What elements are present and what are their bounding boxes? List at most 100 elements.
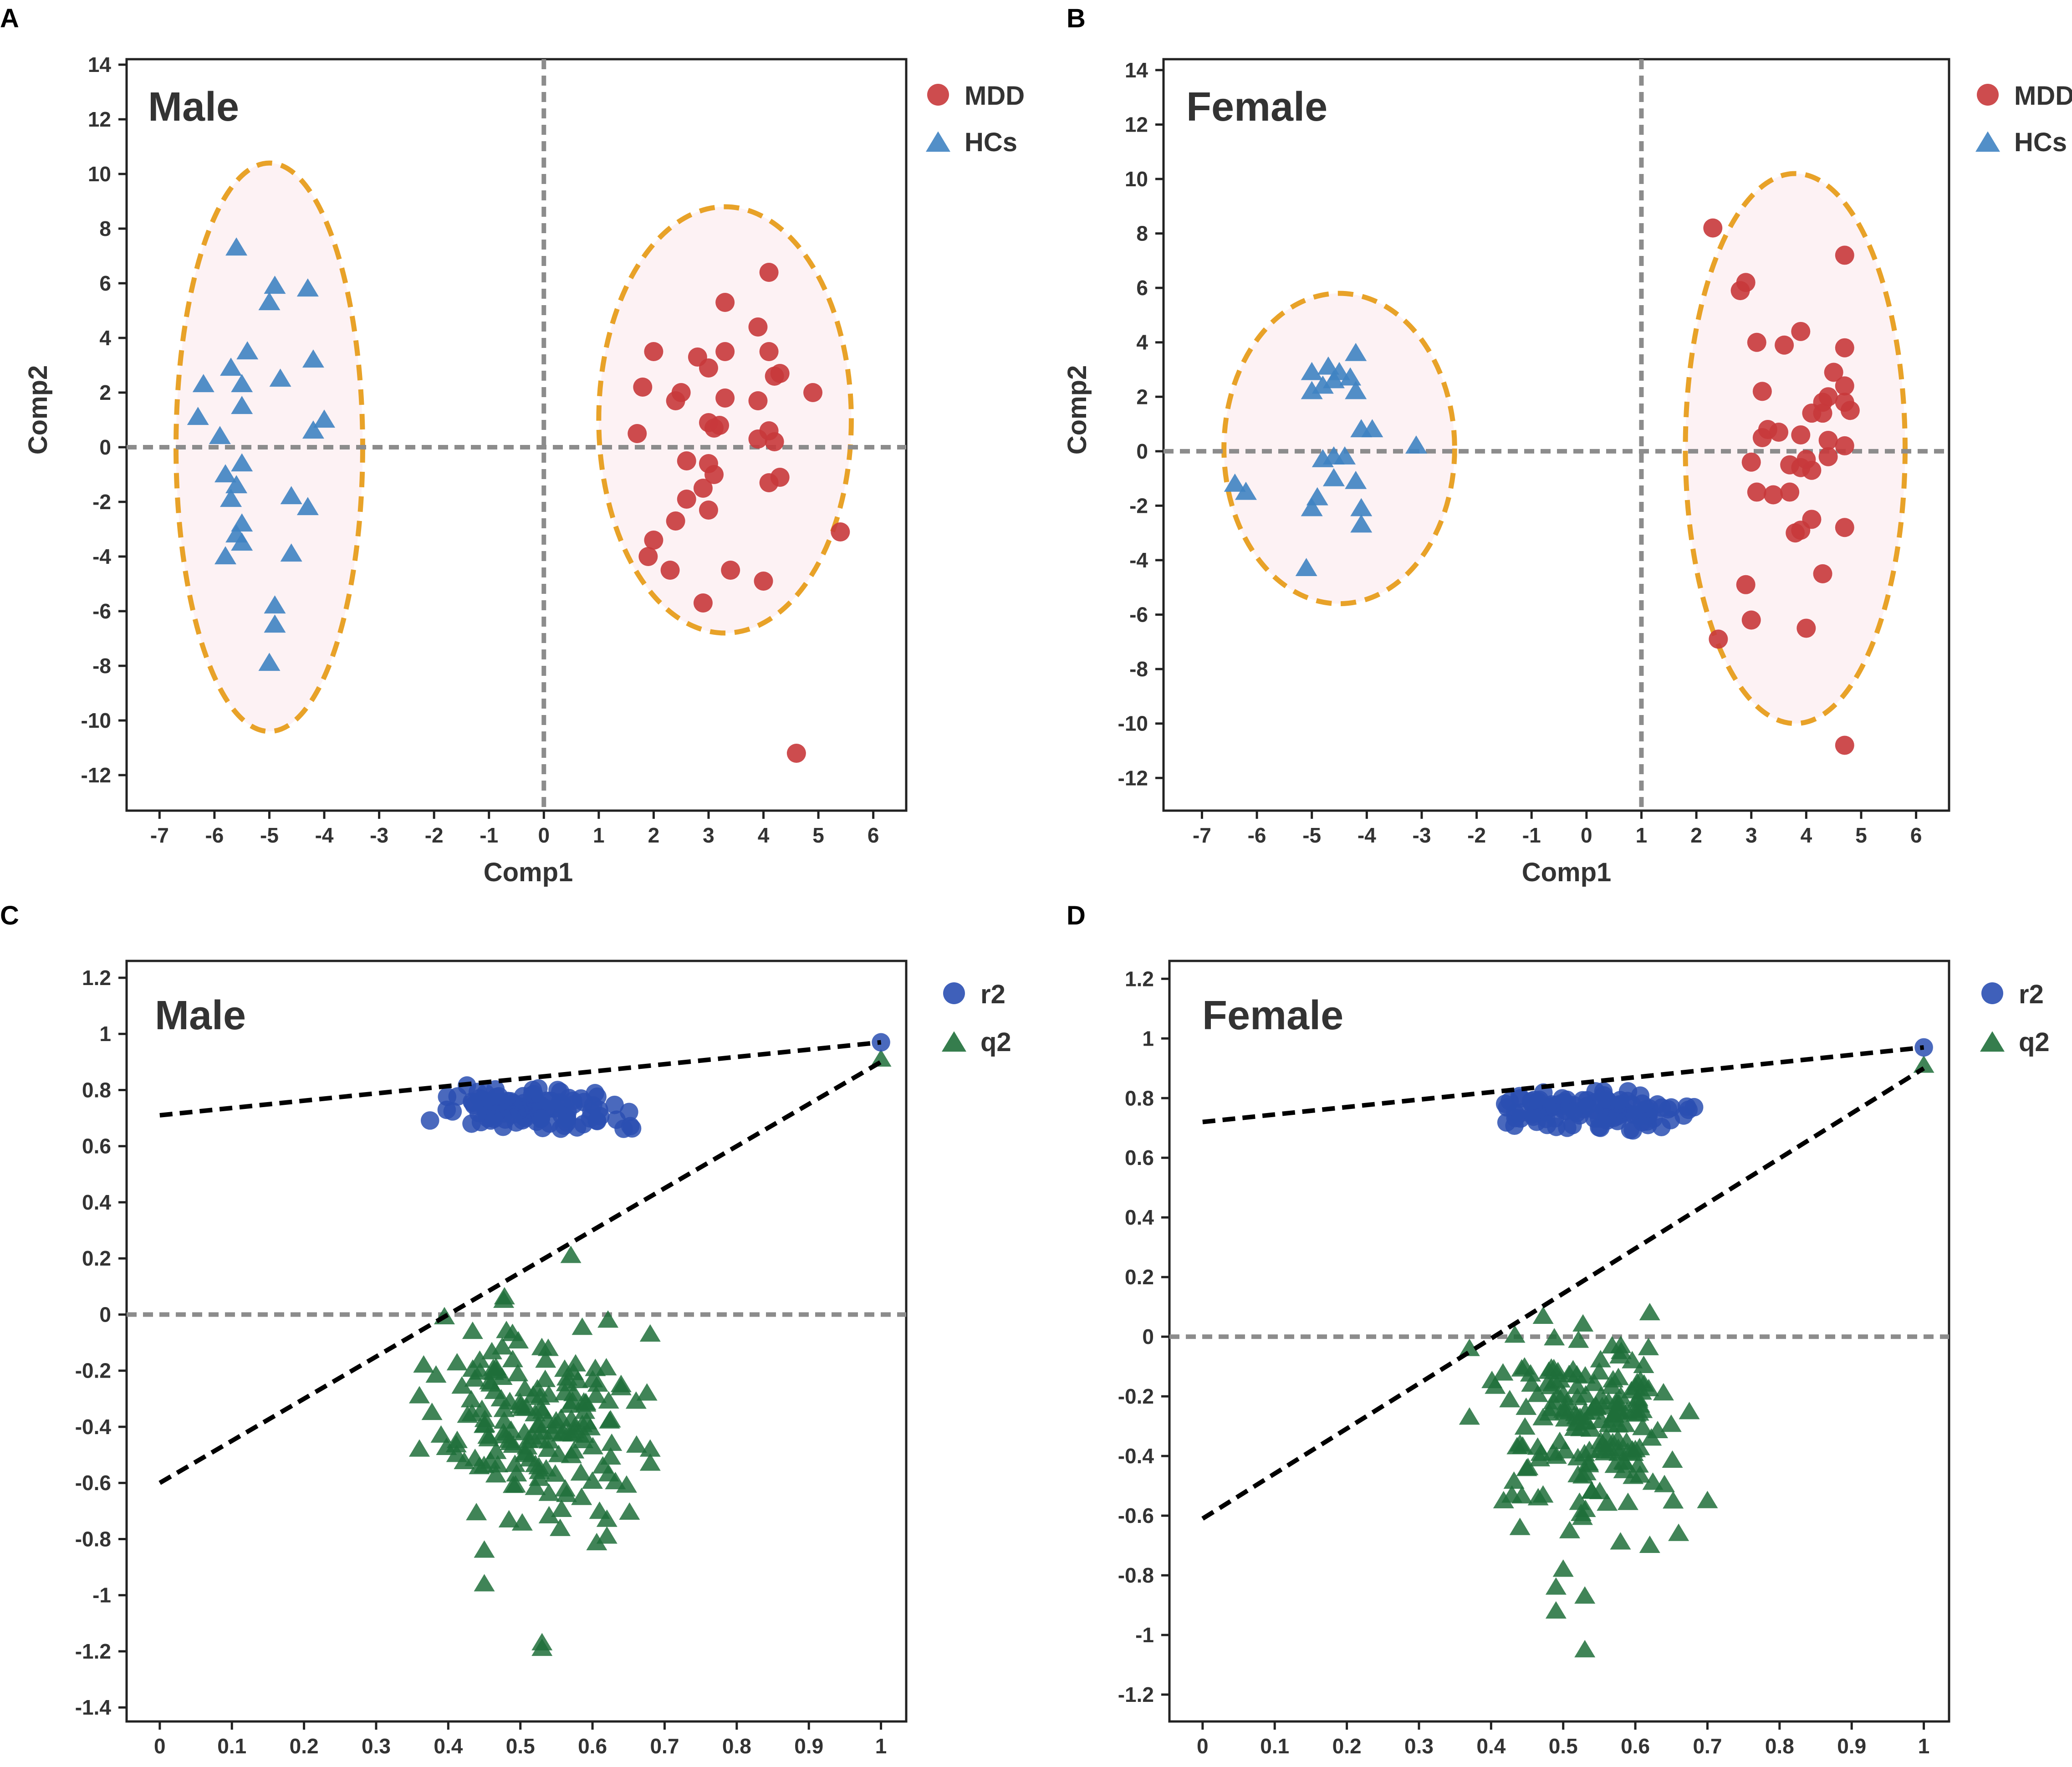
point-mdd: [1835, 376, 1854, 396]
y-tick-label: 10: [88, 162, 111, 186]
point-mdd: [1835, 338, 1854, 357]
point-r2: [420, 1111, 439, 1130]
point-q2: [1609, 1400, 1630, 1418]
point-q2: [1617, 1492, 1638, 1510]
point-q2: [1516, 1397, 1537, 1415]
point-q2: [1552, 1559, 1574, 1577]
panel-a: A -7 -6 -5 -4 -3 -2 -1 0 1 2 3 4 5 6-12-10-8-6-4-2024…: [0, 4, 1025, 887]
confidence-ellipse-1: [1221, 291, 1457, 607]
point-q2: [601, 1433, 623, 1451]
point-r2: [541, 1092, 561, 1110]
point-mdd: [715, 388, 735, 408]
point-hcs: [1350, 514, 1373, 533]
point-mdd: [1813, 564, 1832, 583]
point-mdd: [1747, 482, 1766, 502]
y-tick-label: -12: [81, 763, 111, 787]
point-mdd: [754, 572, 773, 591]
point-r2: [590, 1100, 608, 1119]
point-hcs: [1361, 419, 1383, 438]
point-q2: [487, 1455, 509, 1472]
point-r2: [473, 1090, 492, 1109]
point-q2: [529, 1430, 551, 1448]
point-mdd: [1813, 403, 1832, 423]
group-label: Male: [155, 993, 246, 1038]
point-hcs: [269, 368, 291, 387]
point-q2: [461, 1404, 483, 1421]
legend-marker-hcs: [926, 131, 950, 152]
point-mdd: [693, 593, 713, 613]
group-label: Male: [148, 84, 239, 130]
point-mdd: [644, 531, 663, 550]
point-hcs: [296, 497, 319, 516]
point-r2: [526, 1092, 545, 1111]
panel-letter-a: A: [0, 4, 19, 33]
point-mdd: [1791, 322, 1811, 341]
point-q2: [538, 1385, 560, 1403]
point-mdd: [644, 342, 663, 361]
point-q2: [1532, 1306, 1554, 1324]
y-tick-label: -0.6: [75, 1471, 111, 1495]
point-q2: [531, 1638, 553, 1656]
y-tick-label: 8: [1136, 222, 1148, 245]
point-q2: [474, 1540, 495, 1558]
legend-label-q2: q2: [980, 1027, 1011, 1057]
plot-area: [1164, 59, 1949, 811]
point-q2: [485, 1465, 506, 1483]
x-tick-label: -5: [260, 823, 279, 847]
point-q2: [462, 1321, 483, 1339]
point-q2: [571, 1487, 592, 1505]
point-q2: [1638, 1338, 1659, 1355]
point-hcs: [1317, 356, 1339, 375]
point-q2: [514, 1379, 536, 1397]
point-mdd: [633, 378, 653, 397]
point-mdd: [759, 342, 779, 361]
y-axis-label: Comp2: [1062, 365, 1092, 455]
x-tick-label: 0.3: [362, 1734, 391, 1758]
point-hcs: [1322, 370, 1345, 388]
point-q2: [1608, 1443, 1630, 1461]
point-q2: [586, 1532, 607, 1551]
x-tick-label: 0.9: [1837, 1734, 1866, 1758]
point-r2: [1498, 1098, 1516, 1117]
point-q2: [639, 1439, 661, 1457]
x-tick-label: 0.6: [578, 1734, 607, 1758]
point-q2: [639, 1324, 661, 1342]
point-q2: [560, 1246, 582, 1263]
point-q2: [474, 1415, 495, 1432]
group-label: Female: [1186, 84, 1327, 130]
x-tick-label: -6: [1248, 823, 1266, 847]
y-tick-label: 1.2: [82, 966, 111, 990]
y-tick-label: -12: [1118, 766, 1148, 790]
point-hcs: [302, 420, 324, 439]
point-q2: [1597, 1493, 1618, 1511]
panel-letter-b: B: [1067, 4, 1086, 33]
y-tick-label: 8: [99, 217, 111, 240]
point-q2: [1660, 1414, 1682, 1432]
point-r2-original: [1914, 1038, 1933, 1057]
plot-area: [127, 59, 906, 811]
x-tick-label: 6: [1910, 823, 1922, 847]
x-tick-label: -2: [425, 823, 444, 847]
y-tick-label: 0.2: [82, 1246, 111, 1270]
point-q2: [470, 1362, 491, 1380]
point-q2: [1517, 1458, 1539, 1476]
chart-d: 0 0.1 0.2 0.3 0.4 0.5 0.6 0.7 0.8 0.9 1 -1.2 -1 -0.8 -…: [1118, 960, 2050, 1758]
point-mdd: [715, 342, 735, 361]
x-tick-label: 0.8: [1765, 1734, 1794, 1758]
y-tick-label: -10: [1118, 712, 1148, 735]
regression-line-q2: [1201, 1066, 1925, 1521]
point-hcs: [1301, 362, 1323, 380]
x-axis-label: Comp1: [1522, 858, 1612, 887]
point-mdd: [677, 451, 696, 470]
point-q2: [1509, 1517, 1531, 1535]
y-tick-label: 4: [99, 326, 111, 350]
point-q2: [574, 1401, 596, 1419]
chart-a: -7 -6 -5 -4 -3 -2 -1 0 1 2 3 4 5 6-12-10-8-6-4-202468…: [23, 53, 1025, 887]
point-q2: [600, 1447, 621, 1465]
x-tick-label: 3: [1745, 823, 1757, 847]
point-mdd: [1741, 452, 1761, 472]
point-q2: [1459, 1338, 1480, 1356]
point-q2: [535, 1350, 556, 1368]
legend-label-mdd: MDD: [2014, 81, 2072, 111]
point-mdd: [1818, 430, 1838, 450]
